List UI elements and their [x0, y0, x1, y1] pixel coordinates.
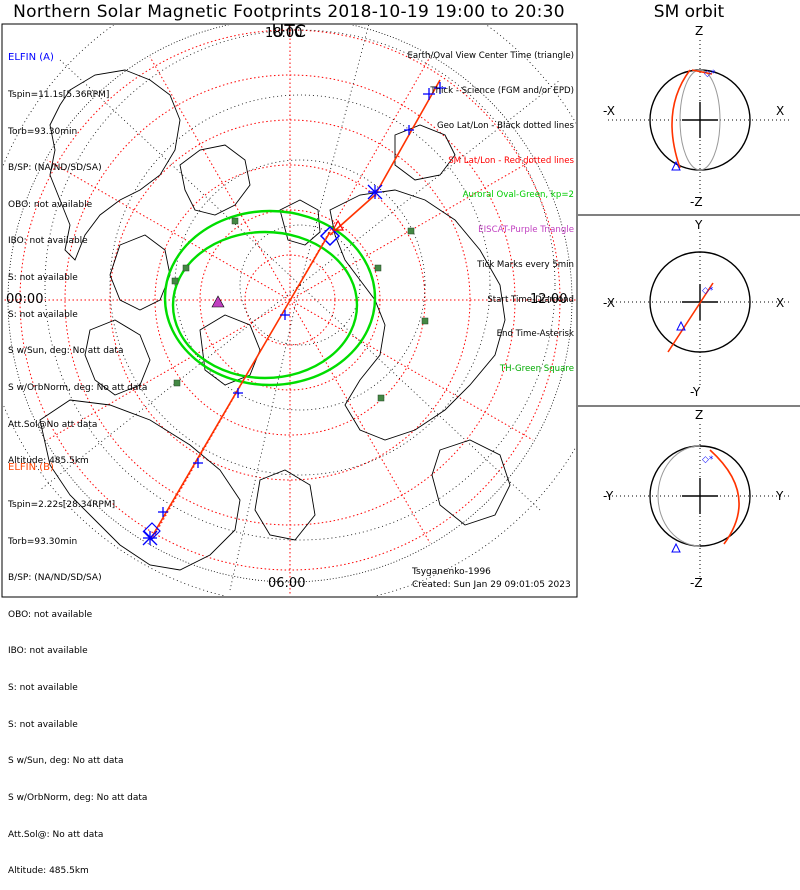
svg-text:◇*: ◇*	[702, 455, 714, 465]
orbit3-left-label: -Y	[603, 489, 614, 503]
elfin-b-info: ELFIN (B) Tspin=2.22s[28.34RPM] Torb=93.…	[8, 438, 147, 890]
svg-text:◇*: ◇*	[704, 69, 716, 79]
mlt-label-top: 18:00	[265, 26, 303, 41]
elfin-b-line: S: not available	[8, 719, 78, 730]
orbit-title: SM orbit	[653, 2, 725, 22]
elfin-b-line: Torb=93.30min	[8, 536, 78, 547]
model-label: Tsyganenko-1996	[412, 567, 491, 577]
legend-entry: TH-Green Square	[499, 364, 574, 375]
th-stations	[171, 217, 429, 402]
orbit1-bottom-label: -Z	[690, 195, 703, 209]
elfin-b-line: Att.Sol@: No att data	[8, 829, 104, 840]
geo-grid	[3, 25, 576, 596]
orbit3-bottom-label: -Z	[690, 576, 703, 590]
legend-entry: Auroral Oval-Green, kp=2	[462, 190, 574, 201]
elfin-b-line: B/SP: (NA/ND/SD/SA)	[8, 573, 102, 584]
elfin-a-info: ELFIN (A) Tspin=11.1s[5.36RPM] Torb=93.3…	[8, 28, 147, 480]
map-legend: Earth/Oval View Center Time (triangle) T…	[407, 28, 574, 387]
elfin-b-line: S w/Sun, deg: No att data	[8, 756, 124, 767]
legend-entry: Geo Lat/Lon - Black dotted lines	[436, 120, 574, 131]
elfin-b-line: OBO: not available	[8, 609, 93, 620]
mlt-label-left: 00:00	[6, 292, 44, 307]
created-label: Created: Sun Jan 29 09:01:05 2023	[412, 580, 571, 590]
elfin-b-line: Altitude: 485.5km	[8, 866, 89, 877]
elfin-b-name: ELFIN (B)	[8, 462, 54, 474]
elfin-b-line: IBO: not available	[8, 646, 88, 657]
elfin-a-line: Altitude: 485.5km	[8, 456, 89, 467]
coastlines	[39, 69, 511, 571]
elfin-a-line: S: not available	[8, 309, 78, 320]
elfin-a-line: Att.Sol@No att data	[8, 419, 98, 430]
orbit-panel-3: ◇*	[608, 424, 790, 580]
legend-entry: EISCAT-Purple Triangle	[478, 225, 574, 236]
elfin-a-name: ELFIN (A)	[8, 52, 54, 64]
footprint-map: ◇* ◇* ◇*	[1, 23, 800, 598]
elfin-a-line: S w/Sun, deg: No att data	[8, 346, 124, 357]
elfin-a-line: B/SP: (NA/ND/SD/SA)	[8, 163, 102, 174]
svg-text:◇*: ◇*	[702, 286, 714, 296]
auroral-oval	[163, 209, 377, 387]
mlt-label-right: 12:00	[530, 292, 568, 307]
orbit3-top-label: Z	[695, 408, 704, 422]
legend-entry: SM Lat/Lon - Red dotted lines	[448, 155, 574, 166]
elfin-a-line: Torb=93.30min	[8, 126, 78, 137]
elfin-a-line: S w/OrbNorm, deg: No att data	[8, 382, 148, 393]
elfin-a-line: S: not available	[8, 273, 78, 284]
eiscat-triangle	[211, 295, 225, 308]
chart-title: Northern Solar Magnetic Footprints 2018-…	[13, 2, 565, 42]
orbit1-left-label: -X	[603, 104, 615, 118]
mlt-label-bottom: 06:00	[268, 576, 306, 591]
elfin-b-track	[142, 231, 331, 546]
legend-entry: Earth/Oval View Center Time (triangle)	[407, 51, 574, 62]
orbit3-right-label: Y	[776, 489, 784, 503]
elfin-b-line: Tspin=2.22s[28.34RPM]	[8, 500, 116, 511]
orbit2-left-label: -X	[603, 296, 615, 310]
legend-entry: End Time-Asterisk	[496, 329, 574, 340]
orbit2-top-label: Y	[695, 218, 703, 232]
elfin-b-line: S w/OrbNorm, deg: No att data	[8, 792, 148, 803]
elfin-a-line: IBO: not available	[8, 236, 88, 247]
orbit-panel-2: ◇*	[578, 232, 800, 407]
legend-entry: Start Time-Diamond	[487, 294, 574, 305]
elfin-b-line: S: not available	[8, 683, 78, 694]
elfin-a-line: OBO: not available	[8, 199, 93, 210]
orbit2-bottom-label: -Y	[690, 385, 701, 399]
elfin-a-track	[319, 79, 446, 247]
orbit2-right-label: X	[776, 296, 785, 310]
legend-entry: Tick Marks every 5min	[477, 259, 574, 270]
orbit-panel-1: ◇*	[578, 40, 800, 216]
orbit1-right-label: X	[776, 104, 785, 118]
orbit1-top-label: Z	[695, 24, 704, 38]
elfin-a-line: Tspin=11.1s[5.36RPM]	[8, 90, 110, 101]
legend-entry: Thick - Science (FGM and/or EPD)	[430, 85, 574, 96]
